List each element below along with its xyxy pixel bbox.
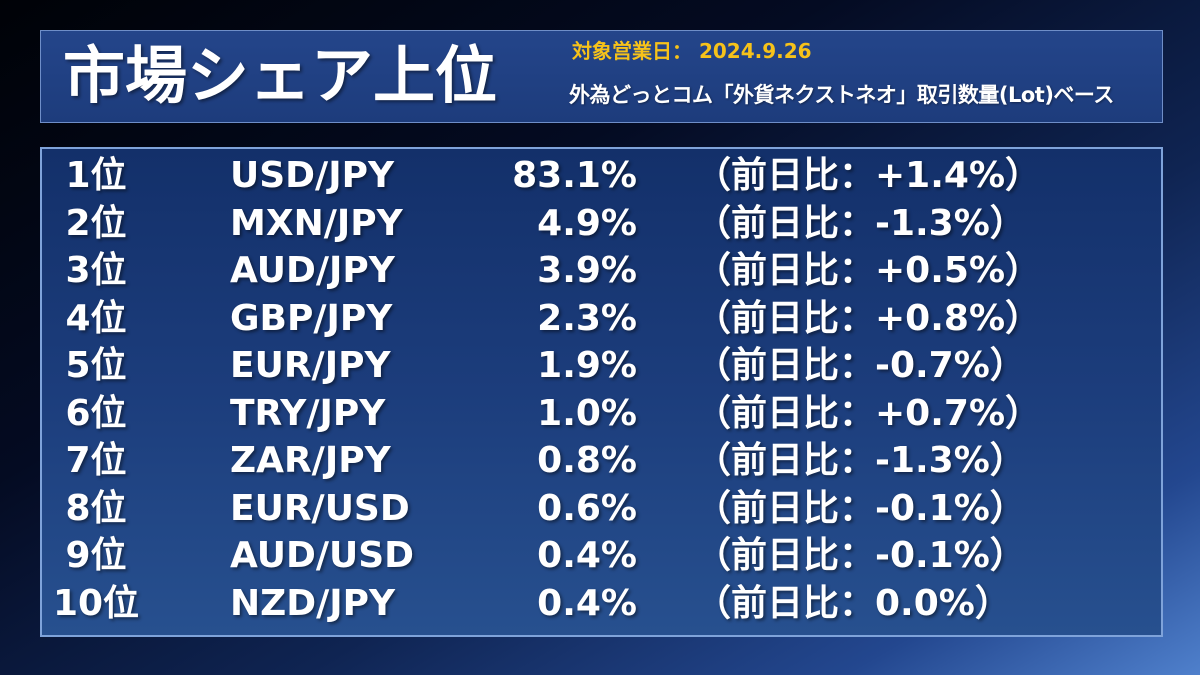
market-share: 0.4% [537, 535, 637, 576]
currency-pair: TRY/JPY [230, 392, 386, 434]
day-change: （前日比：-0.1%） [695, 487, 1026, 529]
ranking-row: 2位 MXN/JPY 4.9% （前日比：-1.3%） [0, 200, 1200, 248]
rank-label: 8位 [65, 487, 127, 529]
page-title: 市場シェア上位 [63, 39, 498, 112]
currency-pair: EUR/JPY [230, 345, 391, 386]
ranking-row: 7位 ZAR/JPY 0.8% （前日比：-1.3%） [0, 437, 1200, 485]
ranking-row: 8位 EUR/USD 0.6% （前日比：-0.1%） [0, 485, 1200, 533]
market-share: 0.4% [537, 582, 637, 624]
basis-note: 外為どっとコム「外貨ネクストネオ」取引数量(Lot)ベース [569, 83, 1114, 107]
day-change: （前日比：+0.8%） [695, 297, 1042, 339]
page-header: 市場シェア上位 対象営業日： 2024.9.26 外為どっとコム「外貨ネクストネ… [40, 30, 1163, 123]
day-change: （前日比：-1.3%） [695, 202, 1026, 244]
day-change: （前日比：+0.7%） [695, 392, 1042, 434]
ranking-row: 5位 EUR/JPY 1.9% （前日比：-0.7%） [0, 342, 1200, 390]
ranking-row: 1位 USD/JPY 83.1% （前日比：+1.4%） [0, 152, 1200, 200]
market-share: 3.9% [537, 250, 637, 291]
currency-pair: USD/JPY [230, 155, 395, 196]
ranking-row: 9位 AUD/USD 0.4% （前日比：-0.1%） [0, 532, 1200, 580]
currency-pair: ZAR/JPY [230, 440, 391, 481]
currency-pair: EUR/USD [230, 487, 410, 529]
day-change: （前日比：+0.5%） [695, 250, 1042, 291]
day-change: （前日比：+1.4%） [695, 155, 1042, 196]
ranking-table [40, 147, 1163, 637]
market-share: 1.0% [537, 392, 637, 434]
rank-label: 2位 [65, 202, 127, 244]
ranking-row: 6位 TRY/JPY 1.0% （前日比：+0.7%） [0, 390, 1200, 438]
rank-label: 5位 [65, 345, 127, 386]
day-change: （前日比：-0.7%） [695, 345, 1026, 386]
rank-label: 1位 [65, 155, 127, 196]
currency-pair: NZD/JPY [230, 582, 396, 624]
day-change: （前日比：-1.3%） [695, 440, 1026, 481]
currency-pair: MXN/JPY [230, 202, 403, 244]
rank-label: 9位 [65, 535, 127, 576]
market-share: 0.6% [537, 487, 637, 529]
ranking-row: 10位 NZD/JPY 0.4% （前日比：0.0%） [0, 580, 1200, 628]
rank-label: 4位 [65, 297, 127, 339]
day-change: （前日比：-0.1%） [695, 535, 1026, 576]
currency-pair: AUD/JPY [230, 250, 395, 291]
market-share: 0.8% [537, 440, 637, 481]
market-share: 4.9% [537, 202, 637, 244]
rank-label: 7位 [65, 440, 127, 481]
rank-label: 3位 [65, 250, 127, 291]
currency-pair: AUD/USD [230, 535, 415, 576]
rank-label: 10位 [52, 582, 140, 624]
market-share: 83.1% [512, 155, 637, 196]
day-change: （前日比：0.0%） [695, 582, 1011, 624]
market-share: 2.3% [537, 297, 637, 339]
business-date: 対象営業日： 2024.9.26 [572, 39, 812, 63]
ranking-row: 4位 GBP/JPY 2.3% （前日比：+0.8%） [0, 295, 1200, 343]
ranking-rows: 1位 USD/JPY 83.1% （前日比：+1.4%） 2位 MXN/JPY 4.9% （前… [0, 152, 1200, 627]
ranking-row: 3位 AUD/JPY 3.9% （前日比：+0.5%） [0, 247, 1200, 295]
market-share: 1.9% [537, 345, 637, 386]
rank-label: 6位 [65, 392, 127, 434]
currency-pair: GBP/JPY [230, 297, 393, 339]
